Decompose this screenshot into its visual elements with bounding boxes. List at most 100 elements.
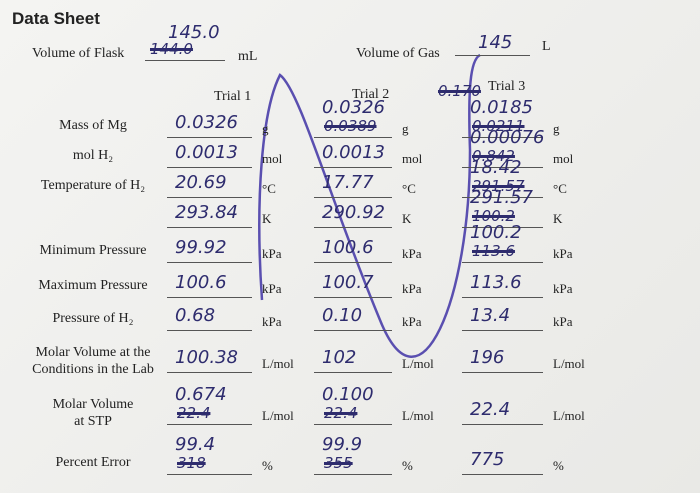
unit: % (553, 458, 564, 473)
unit: L/mol (402, 356, 434, 371)
value: 100.2 (470, 222, 522, 243)
unit: L/mol (553, 356, 585, 371)
unit: % (262, 458, 273, 473)
unit: g (402, 121, 409, 136)
value: 290.92 (322, 202, 385, 223)
unit: kPa (402, 314, 422, 329)
flask-struck: 144.0 (150, 40, 193, 58)
row-label: Pressure of H₂ (52, 311, 134, 326)
rule (314, 137, 392, 138)
unit: kPa (402, 281, 422, 296)
value: 0.0013 (175, 142, 238, 163)
value: 113.6 (470, 272, 522, 293)
value: 0.0326 (322, 97, 385, 118)
unit: kPa (553, 246, 573, 261)
unit: kPa (553, 281, 573, 296)
rule (314, 262, 392, 263)
unit: mol (553, 151, 574, 166)
unit: °C (402, 181, 416, 196)
rule (455, 55, 530, 56)
unit: L/mol (262, 408, 294, 423)
unit: g (553, 121, 560, 136)
title: Data Sheet (12, 9, 100, 28)
rule (462, 424, 543, 425)
value: 0.0185 (470, 97, 533, 118)
unit: L/mol (262, 356, 294, 371)
rule (462, 167, 543, 168)
rule (167, 372, 252, 373)
rule (167, 137, 252, 138)
struck-value: 22.4 (177, 404, 211, 422)
value: 291.57 (470, 187, 533, 208)
unit: kPa (402, 246, 422, 261)
trial-header: Trial 2 (352, 87, 390, 102)
value: 0.0013 (322, 142, 385, 163)
value: 775 (470, 449, 505, 470)
value: 293.84 (175, 202, 238, 223)
pen-stroke (258, 53, 481, 358)
value: 102 (322, 347, 357, 368)
unit: % (402, 458, 413, 473)
value: 0.0326 (175, 112, 238, 133)
rule (462, 197, 543, 198)
gas-label: Volume of Gas (356, 46, 440, 61)
value: 0.674 (175, 384, 227, 405)
value: 99.4 (175, 434, 216, 455)
struck-value: 318 (177, 454, 206, 472)
value: 18.42 (470, 157, 522, 178)
value: 196 (470, 347, 505, 368)
row-label: Maximum Pressure (38, 278, 148, 293)
value: 17.77 (322, 172, 374, 193)
struck-value: 0.170 (438, 82, 481, 100)
flask-unit: mL (238, 49, 258, 64)
unit: L/mol (553, 408, 585, 423)
flask-label: Volume of Flask (32, 46, 125, 61)
gas-value: 145 (478, 32, 513, 53)
rule (314, 330, 392, 331)
value: 0.68 (175, 305, 216, 326)
row-label: mol H₂ (72, 148, 114, 163)
gas-unit: L (542, 39, 551, 54)
value: 20.69 (175, 172, 227, 193)
value: 0.10 (322, 305, 363, 326)
row-label: Temperature of H₂ (40, 178, 146, 193)
trial-header: Trial 3 (488, 79, 526, 94)
struck-value: 22.4 (324, 404, 358, 422)
struck-value: 291.57 (472, 177, 525, 195)
row-label: Minimum Pressure (39, 243, 147, 258)
rule (462, 227, 543, 228)
unit: kPa (262, 281, 282, 296)
struck-value: 355 (324, 454, 353, 472)
unit: °C (262, 181, 276, 196)
rule (167, 262, 252, 263)
unit: K (262, 211, 272, 226)
rule (167, 330, 252, 331)
value: 100.6 (322, 237, 374, 258)
unit: kPa (262, 246, 282, 261)
rule (462, 330, 543, 331)
struck-value: 113.6 (472, 242, 515, 260)
rule (314, 372, 392, 373)
unit: kPa (262, 314, 282, 329)
struck-value: 0.842 (472, 147, 515, 165)
unit: K (402, 211, 412, 226)
rule (314, 424, 392, 425)
rule (462, 297, 543, 298)
value: 100.6 (175, 272, 227, 293)
unit: kPa (553, 314, 573, 329)
rule (145, 60, 225, 61)
rule (167, 167, 252, 168)
rule (314, 227, 392, 228)
rule (167, 474, 252, 475)
value: 13.4 (470, 305, 511, 326)
trial-header: Trial 1 (214, 89, 252, 104)
rule (462, 262, 543, 263)
rule (314, 167, 392, 168)
value: 99.92 (175, 237, 227, 258)
value: 99.9 (322, 434, 363, 455)
rule (167, 297, 252, 298)
value: 0.100 (322, 384, 374, 405)
row-label: Molar Volume at STP (52, 397, 134, 429)
value: 22.4 (470, 399, 511, 420)
